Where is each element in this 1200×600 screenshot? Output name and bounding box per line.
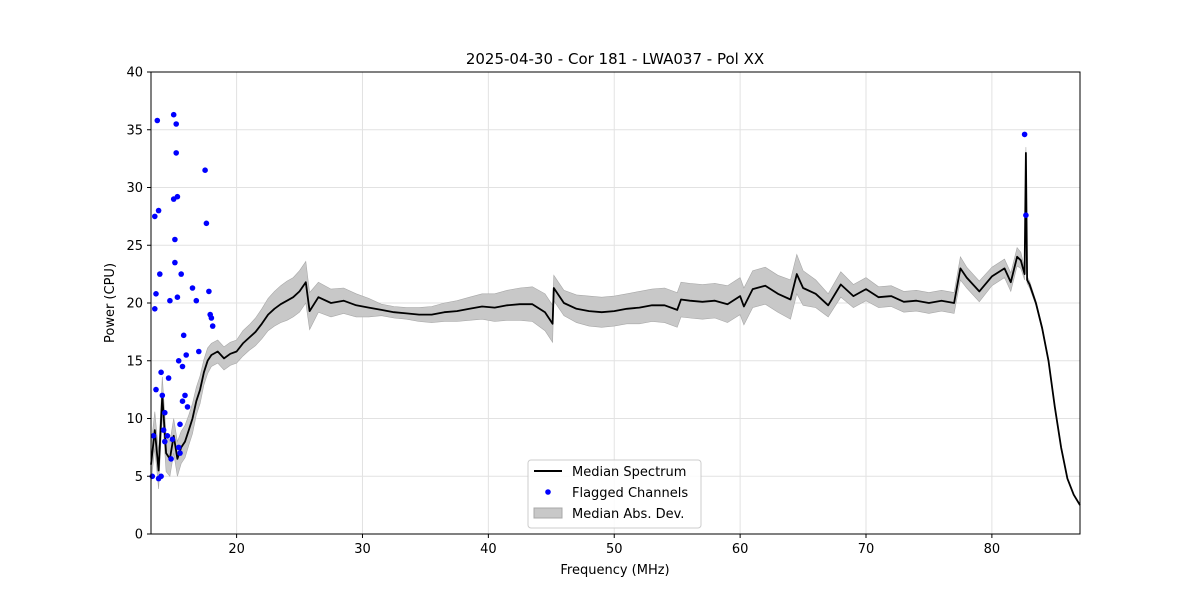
flagged-channel-point	[203, 220, 210, 227]
legend-median-spectrum-label: Median Spectrum	[572, 465, 686, 480]
flagged-channel-point	[152, 213, 158, 220]
flagged-channel-point	[180, 332, 187, 339]
x-tick-label: 40	[480, 542, 497, 557]
flagged-channel-point	[158, 473, 164, 480]
flagged-channel-point	[177, 450, 183, 456]
median-spectrum-line	[150, 151, 1081, 506]
flagged-channel-point	[1021, 131, 1028, 138]
flagged-channel-point	[152, 306, 158, 312]
flagged-channel-point	[172, 259, 178, 266]
flagged-channel-point	[189, 285, 196, 291]
flagged-channel-point	[209, 323, 216, 329]
y-tick-label: 5	[135, 470, 143, 485]
flagged-channel-point	[167, 297, 173, 304]
flagged-channel-point	[174, 294, 181, 301]
flagged-channel-point	[177, 421, 183, 428]
flagged-channel-point	[196, 348, 202, 355]
legend-flagged-channels-swatch	[545, 489, 551, 495]
flagged-channel-point	[160, 427, 167, 433]
flagged-channel-point	[179, 363, 186, 370]
y-tick-label: 0	[135, 528, 143, 543]
y-tick-label: 10	[126, 412, 143, 427]
flagged-channel-point	[208, 315, 215, 321]
flagged-channel-point	[159, 392, 166, 399]
y-tick-label: 25	[126, 239, 143, 254]
flagged-channel-point	[165, 375, 172, 381]
flagged-channel-point	[168, 456, 174, 462]
y-tick-label: 20	[126, 297, 143, 312]
y-axis-label: Power (CPU)	[103, 263, 118, 343]
y-tick-label: 35	[126, 123, 143, 138]
median-spectrum-layer	[150, 151, 1081, 506]
flagged-channel-point	[170, 111, 177, 118]
flagged-channel-point	[184, 404, 191, 410]
legend-box	[527, 459, 702, 529]
flagged-channel-point	[175, 358, 182, 364]
y-tick-label: 15	[126, 354, 143, 369]
x-tick-label: 20	[228, 542, 245, 557]
flagged-channel-point	[172, 236, 178, 243]
flagged-channel-point	[150, 433, 157, 439]
flagged-channel-point	[162, 409, 168, 416]
flagged-channel-point	[153, 291, 159, 297]
x-axis-label: Frequency (MHz)	[560, 563, 669, 578]
x-tick-label: 50	[606, 542, 623, 557]
legend: Median Spectrum Flagged Channels Median …	[527, 459, 702, 529]
flagged-channel-point	[202, 167, 208, 173]
flagged-channel-point	[206, 288, 212, 295]
y-tick-label: 40	[126, 66, 143, 81]
x-tick-label: 80	[984, 542, 1001, 557]
flagged-channel-point	[173, 150, 179, 156]
flagged-channel-point	[173, 121, 179, 127]
flagged-channel-point	[193, 297, 200, 304]
chart-title: 2025-04-30 - Cor 181 - LWA037 - Pol XX	[466, 50, 764, 68]
flagged-channel-point	[178, 271, 184, 277]
flagged-channel-point	[183, 352, 189, 358]
flagged-channel-point	[174, 193, 181, 200]
flagged-channel-point	[182, 392, 188, 399]
flagged-channel-point	[1023, 212, 1029, 218]
y-tick-label: 30	[126, 181, 143, 196]
flagged-channel-point	[175, 444, 182, 451]
flagged-channel-point	[169, 436, 176, 443]
legend-flagged-channels-label: Flagged Channels	[572, 486, 688, 501]
flagged-channel-point	[179, 398, 186, 405]
flagged-channel-point	[154, 117, 161, 124]
flagged-channel-point	[162, 438, 168, 445]
legend-mad-swatch	[533, 507, 563, 519]
flagged-channel-point	[157, 271, 163, 277]
x-axis: 20 30 40 50 60 70 80	[228, 534, 1000, 557]
x-tick-label: 30	[354, 542, 371, 557]
x-tick-label: 70	[858, 542, 875, 557]
y-axis: 0 5 10 15 20 25 30 35 40	[126, 66, 151, 543]
legend-mad-label: Median Abs. Dev.	[572, 507, 684, 522]
flagged-channels-layer	[149, 111, 1029, 482]
flagged-channel-point	[164, 433, 171, 439]
flagged-channel-point	[155, 207, 162, 214]
flagged-channel-point	[158, 369, 164, 376]
plot-area	[149, 71, 1081, 535]
x-tick-label: 60	[732, 542, 749, 557]
flagged-channel-point	[153, 386, 159, 393]
